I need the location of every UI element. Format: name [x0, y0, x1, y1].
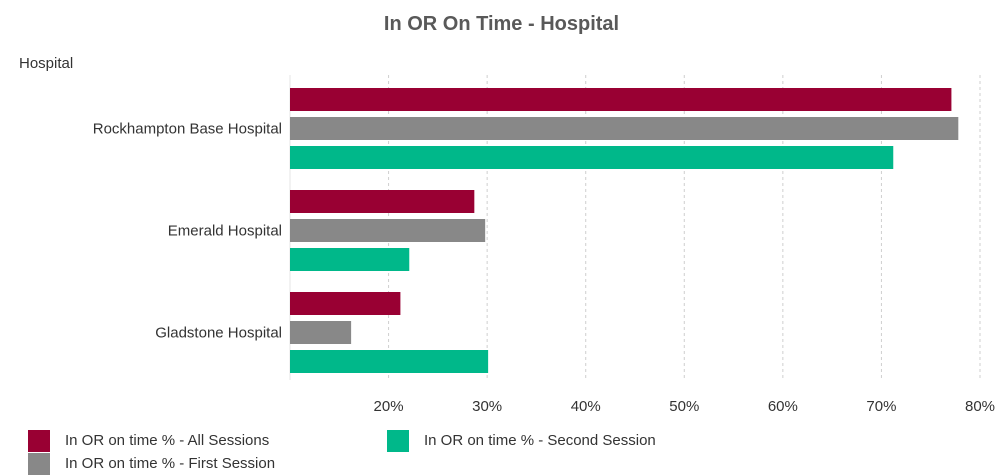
bar[interactable] [290, 248, 410, 271]
legend-label: In OR on time % - All Sessions [65, 432, 270, 449]
x-tick-label: 40% [571, 398, 601, 415]
x-tick-label: 20% [374, 398, 404, 415]
legend-swatch [387, 430, 409, 452]
x-tick-label: 30% [472, 398, 502, 415]
category-label: Rockhampton Base Hospital [93, 121, 282, 138]
legend-swatch [28, 453, 50, 475]
dimension-label: Hospital [19, 55, 74, 72]
bar[interactable] [290, 219, 486, 242]
x-tick-label: 60% [768, 398, 798, 415]
category-label: Gladstone Hospital [155, 325, 282, 342]
x-tick-label: 70% [866, 398, 896, 415]
bar[interactable] [290, 88, 952, 111]
bar[interactable] [290, 190, 475, 213]
bar[interactable] [290, 146, 894, 169]
legend-swatch [28, 430, 50, 452]
bar[interactable] [290, 117, 959, 140]
x-tick-label: 80% [965, 398, 995, 415]
bar[interactable] [290, 350, 489, 373]
x-tick-label: 50% [669, 398, 699, 415]
legend-label: In OR on time % - First Session [65, 455, 276, 472]
chart-title: In OR On Time - Hospital [383, 13, 620, 35]
category-label: Emerald Hospital [168, 223, 282, 240]
legend-label: In OR on time % - Second Session [424, 432, 656, 449]
bar[interactable] [290, 321, 352, 344]
bar[interactable] [290, 292, 401, 315]
